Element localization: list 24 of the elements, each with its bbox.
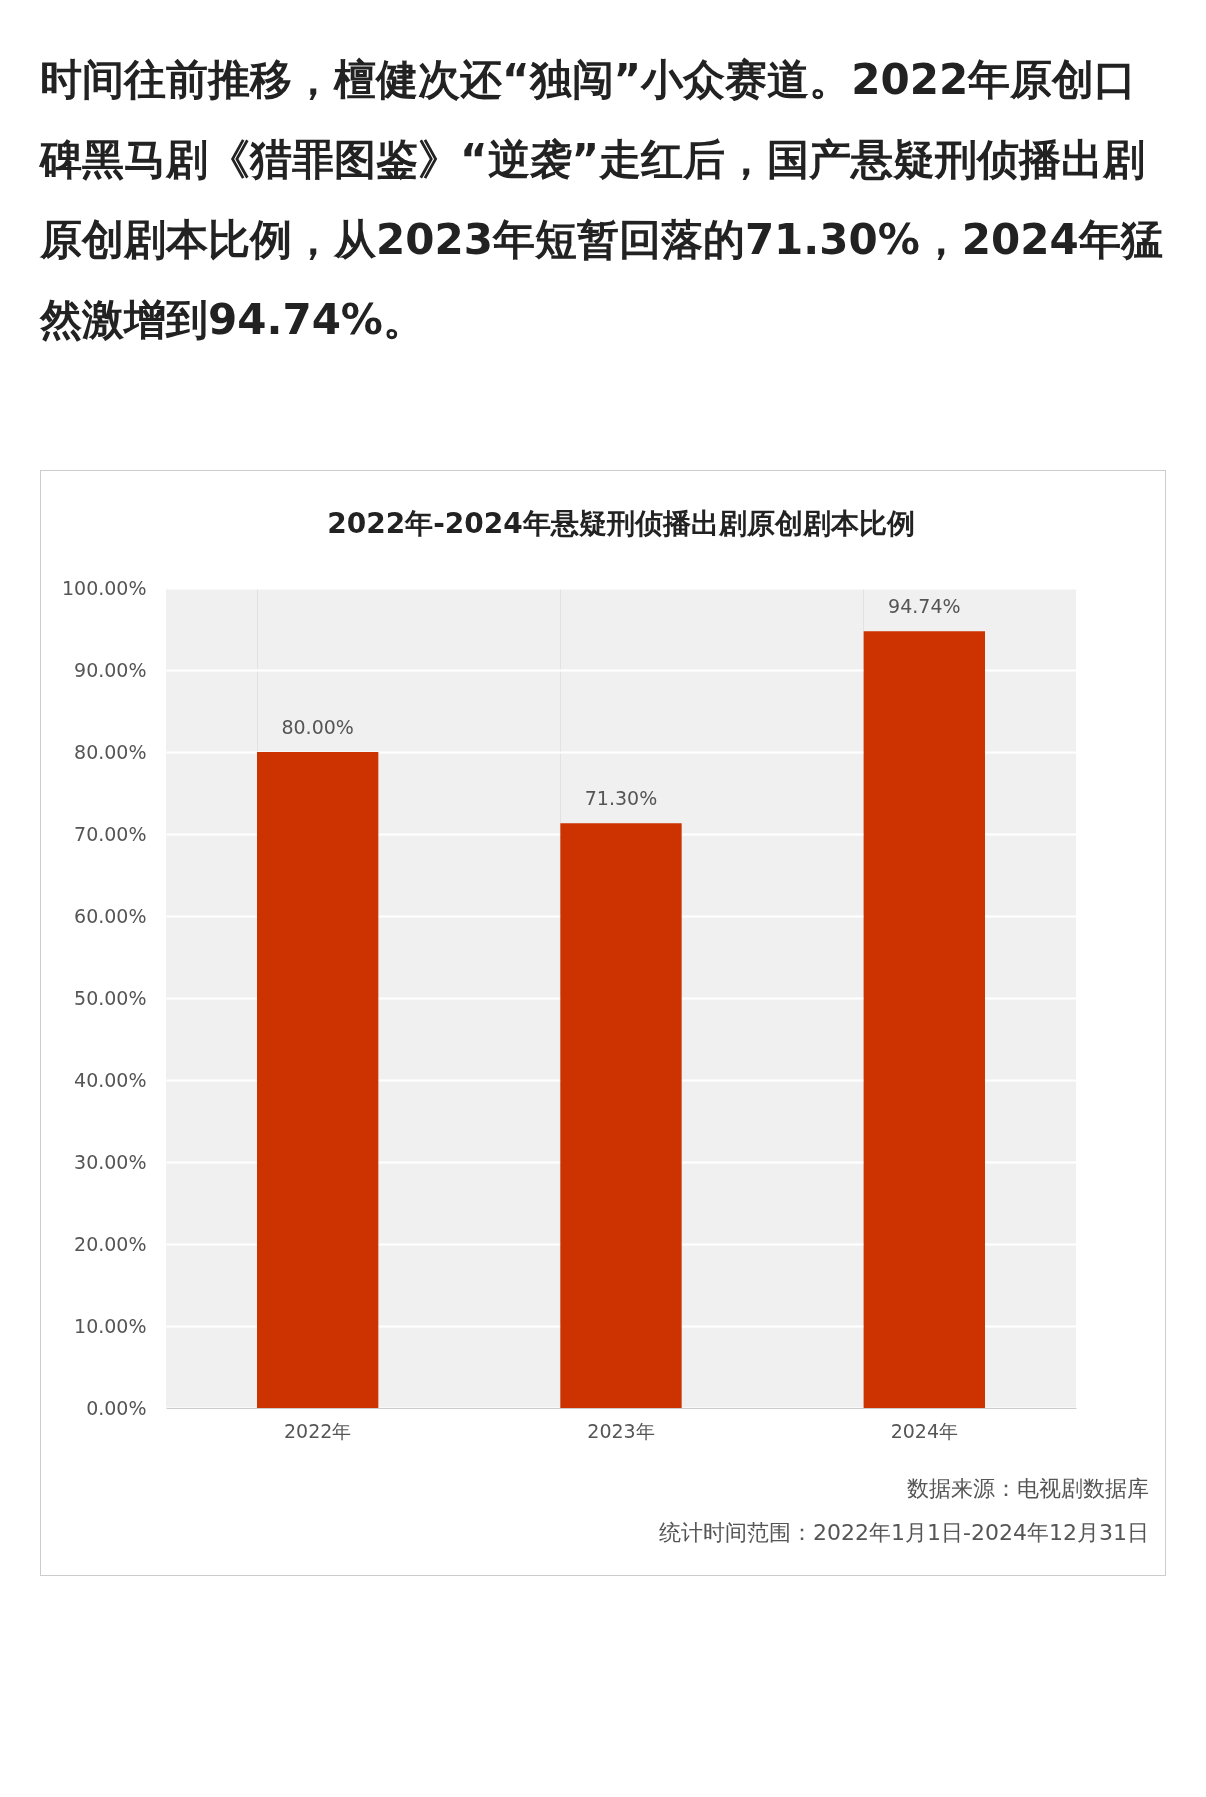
y-tick-label: 90.00% — [74, 658, 147, 681]
x-tick-label: 2022年 — [283, 1419, 352, 1442]
bar — [863, 631, 985, 1408]
y-tick-label: 10.00% — [74, 1314, 147, 1337]
data-label: 80.00% — [281, 716, 354, 738]
y-tick-label: 40.00% — [74, 1068, 147, 1091]
bar — [257, 752, 379, 1408]
x-tick-label: 2024年 — [890, 1419, 959, 1442]
chart-title: 2022年-2024年悬疑刑侦播出剧原创剧本比例 — [327, 507, 915, 540]
text: 统计时间范围：2022年1月1日-2024年12月31日 — [658, 1519, 1149, 1547]
x-tick-label: 2023年 — [587, 1419, 655, 1442]
y-tick-label: 80.00% — [74, 740, 147, 763]
y-tick-label: 100.00% — [61, 576, 147, 599]
data-label: 71.30% — [584, 787, 658, 810]
y-tick-label: 60.00% — [74, 904, 147, 927]
y-tick-label: 50.00% — [74, 986, 147, 1009]
bar — [560, 823, 682, 1408]
text: 时间往前推移，檀健次还“独闯”小众赛道。2022年原创口碑黑马剧《猎罪图鉴》“逆袭”走红后，国产悬疑刑侦播出剧原创剧本比例，从2023年短暂回落的71.30%，2024年猛然激增到94.74%。 — [38, 54, 1164, 346]
y-tick-label: 70.00% — [74, 822, 147, 845]
data-label: 94.74% — [888, 595, 961, 618]
y-tick-label: 0.00% — [86, 1396, 147, 1419]
y-tick-label: 30.00% — [74, 1150, 147, 1173]
y-tick-label: 20.00% — [74, 1232, 147, 1255]
source-note: 数据来源：电视剧数据库 — [906, 1475, 1149, 1503]
